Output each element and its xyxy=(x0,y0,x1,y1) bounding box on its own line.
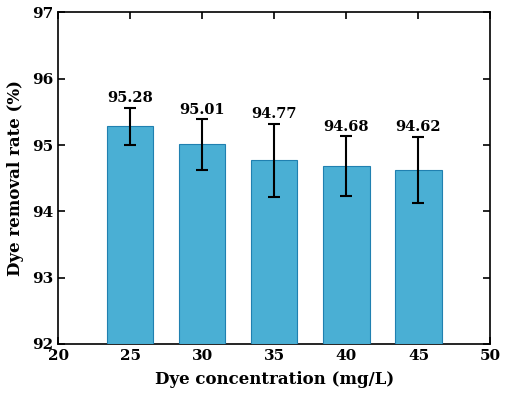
Text: 94.62: 94.62 xyxy=(396,120,441,134)
Text: 94.68: 94.68 xyxy=(324,120,369,134)
Y-axis label: Dye removal rate (%): Dye removal rate (%) xyxy=(7,80,24,276)
Bar xyxy=(395,170,441,344)
Text: 94.77: 94.77 xyxy=(251,107,297,121)
Text: 95.01: 95.01 xyxy=(180,103,225,117)
Bar xyxy=(251,160,298,344)
Bar xyxy=(179,144,226,344)
Text: 95.28: 95.28 xyxy=(108,91,153,105)
Bar xyxy=(107,126,153,344)
Bar xyxy=(324,166,369,344)
X-axis label: Dye concentration (mg/L): Dye concentration (mg/L) xyxy=(155,371,394,388)
